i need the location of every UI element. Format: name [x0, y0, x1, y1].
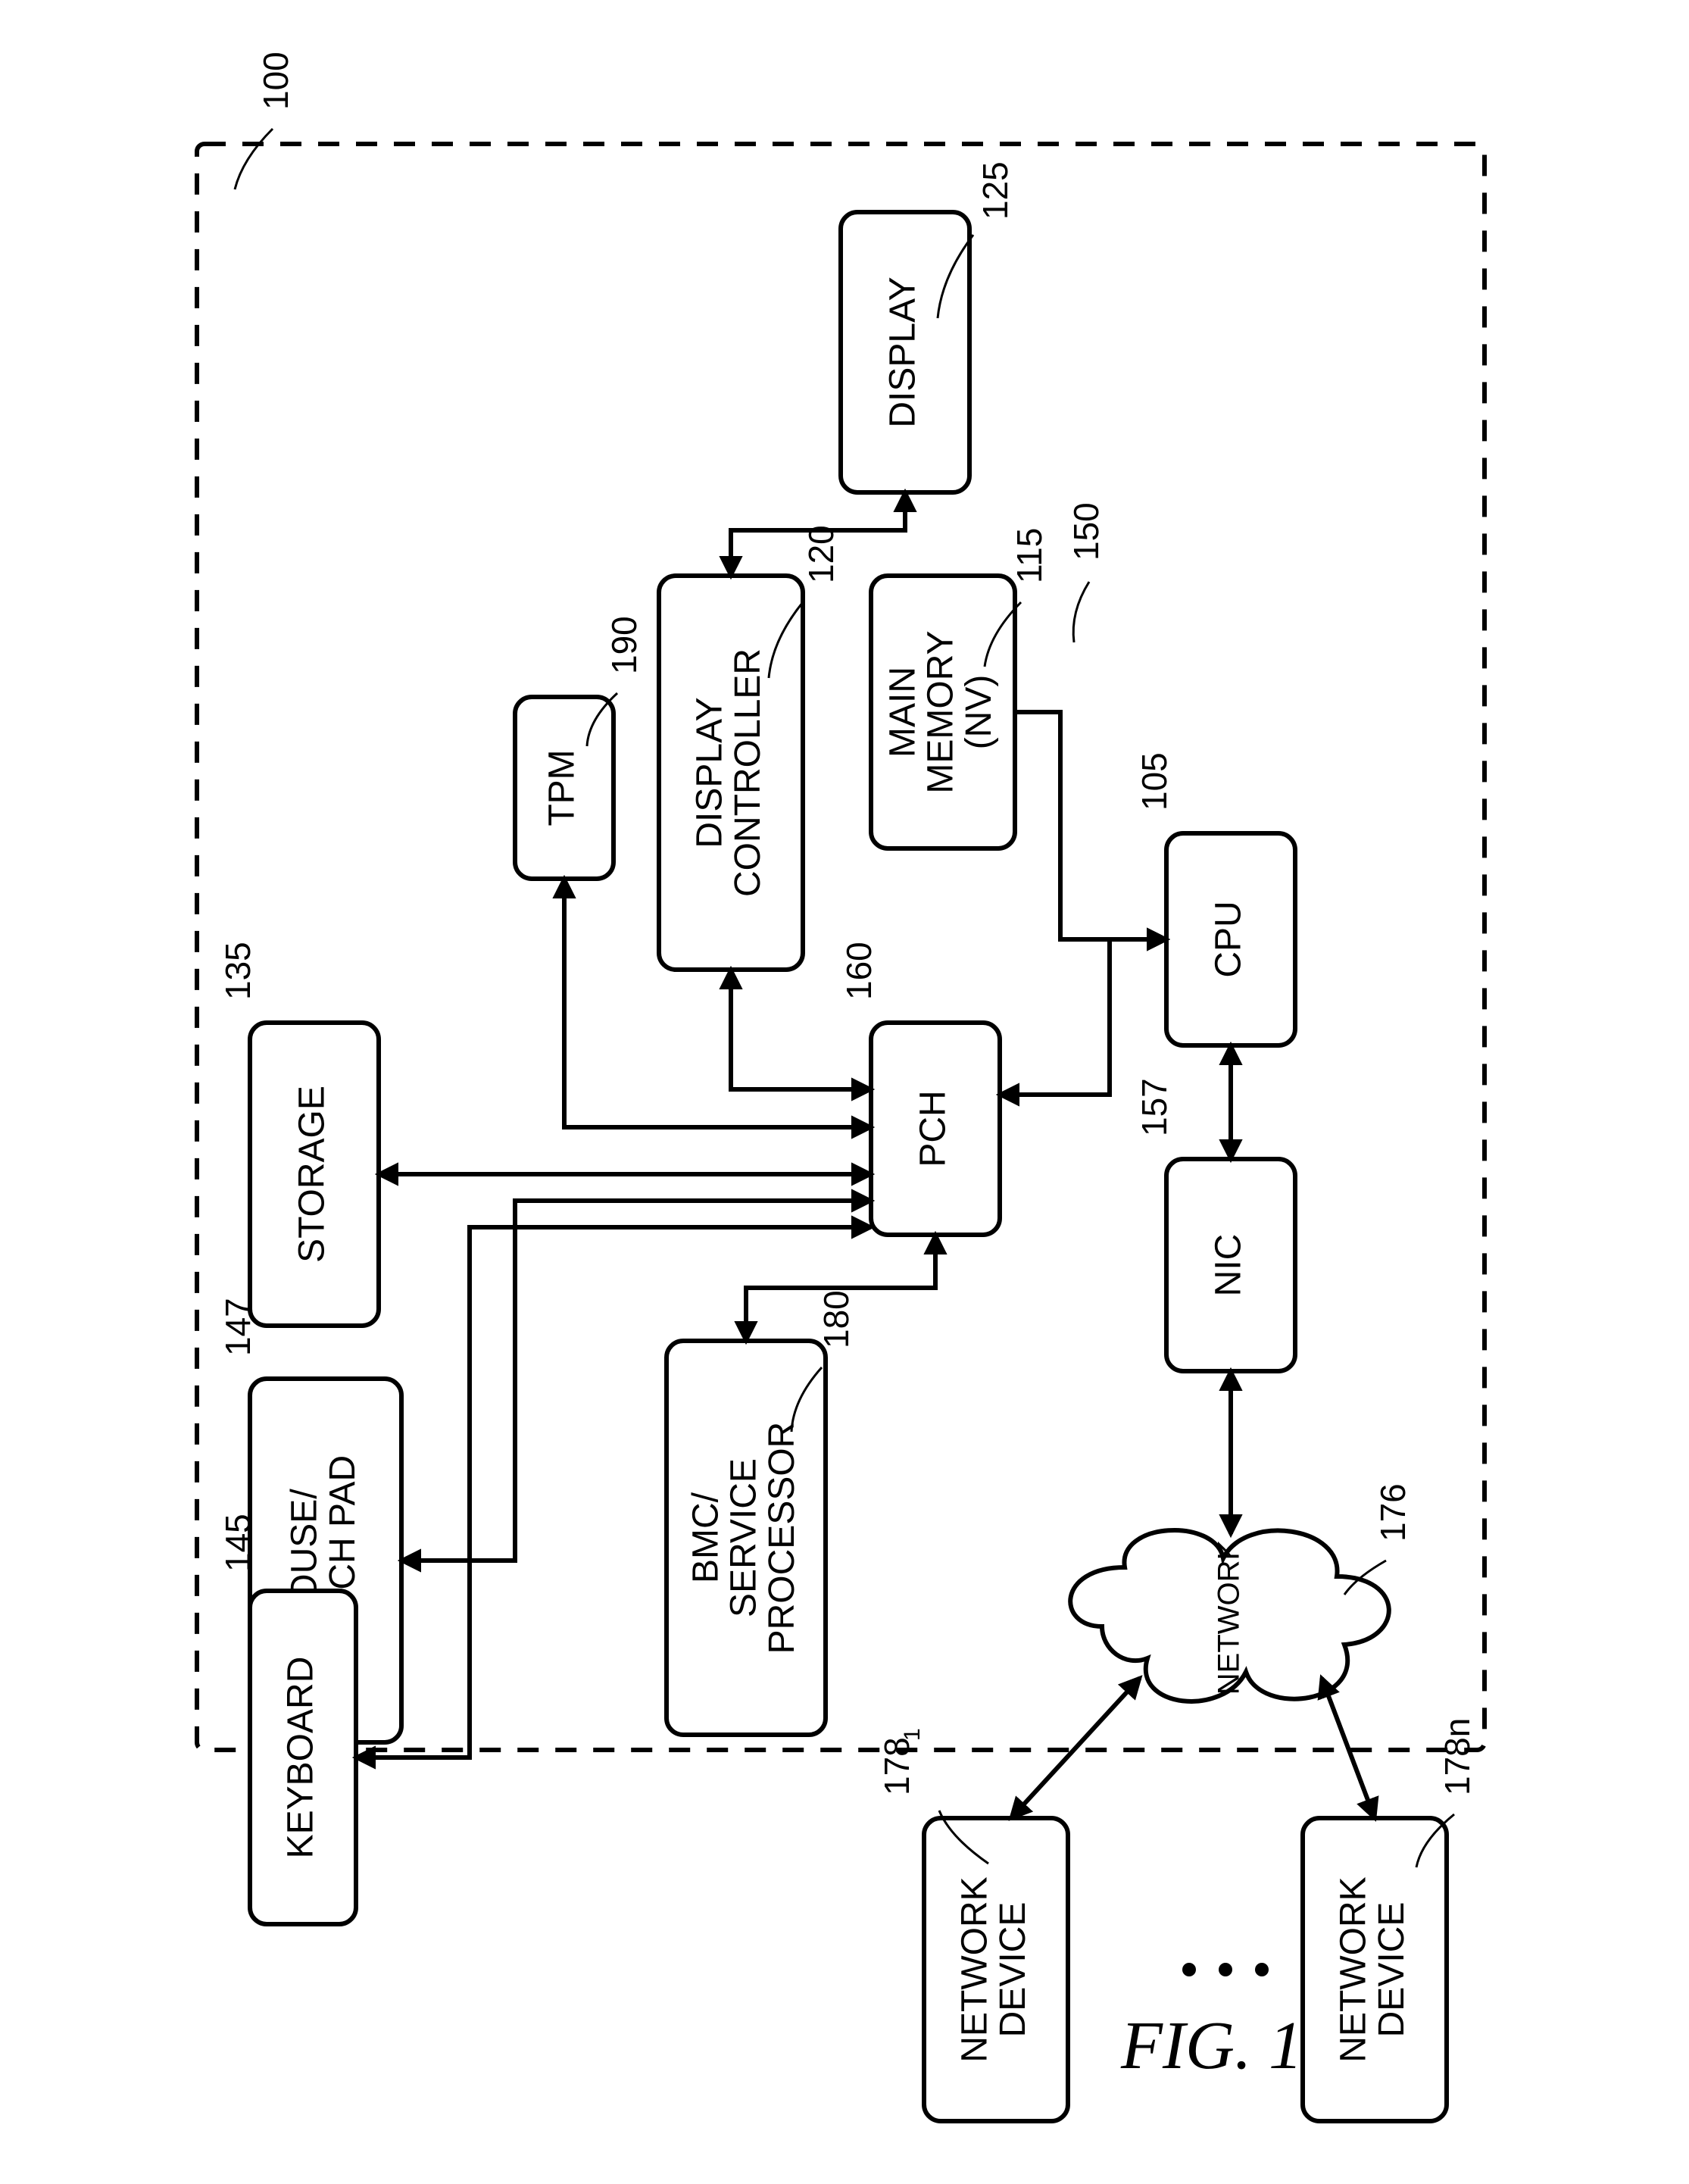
node-bmc-label-1: SERVICE — [724, 1458, 764, 1617]
node-pch-label-0: PCH — [913, 1090, 954, 1167]
ref-mainmem: 115 — [1010, 528, 1049, 583]
node-mainmem-label-1: MEMORY — [921, 630, 961, 793]
node-storage: STORAGE 135 — [218, 942, 379, 1326]
edge-cpu-pch — [1000, 939, 1166, 1095]
ref-bmc: 180 — [816, 1290, 856, 1348]
node-mainmem-label-2: (NV) — [959, 675, 999, 750]
svg-text:150: 150 — [1066, 502, 1106, 561]
node-netdev1-label-1: DEVICE — [993, 1902, 1033, 2038]
node-dispctrl-label-1: CONTROLLER — [728, 648, 768, 897]
node-netdevn: NETWORKDEVICE 178n — [1303, 1718, 1477, 2121]
node-bmc-label-0: BMC/ — [685, 1492, 726, 1583]
cloud-network: NETWORK 176 — [1070, 1483, 1413, 1701]
ref-mouse: 147 — [218, 1298, 258, 1356]
node-dispctrl-label-0: DISPLAY — [689, 697, 729, 848]
node-cpu-label-0: CPU — [1209, 901, 1249, 977]
node-tpm-label-0: TPM — [542, 749, 582, 826]
node-tpm: TPM 190 — [515, 616, 644, 879]
ref-150: 150 — [1066, 502, 1106, 642]
node-netdevn-label-1: DEVICE — [1372, 1902, 1412, 2038]
node-netdev1-label-0: NETWORK — [954, 1876, 994, 2062]
ref-pch: 160 — [839, 942, 879, 1000]
svg-text:100: 100 — [256, 52, 295, 110]
node-nic-label-0: NIC — [1209, 1234, 1249, 1297]
ref-netdev1: 178 — [877, 1737, 916, 1795]
node-netdevn-label-0: NETWORK — [1333, 1876, 1373, 2062]
node-display: DISPLAY 125 — [841, 161, 1015, 492]
node-nic: NIC 157 — [1135, 1078, 1295, 1371]
node-dispctrl: DISPLAYCONTROLLER 120 — [659, 525, 841, 970]
node-keyboard-label-0: KEYBOARD — [281, 1657, 321, 1859]
ref-dispctrl: 120 — [801, 525, 841, 583]
node-mainmem-label-0: MAIN — [882, 667, 923, 758]
ref-100: 100 — [235, 52, 295, 189]
figure-label: FIG. 1 — [1120, 2008, 1303, 2083]
ref-netdev1-sub: 1 — [900, 1728, 925, 1741]
node-storage-label-0: STORAGE — [292, 1086, 332, 1263]
node-mainmem: MAINMEMORY(NV) 115 — [871, 528, 1049, 848]
node-cpu: CPU 105 — [1135, 752, 1295, 1045]
node-bmc-label-2: PROCESSOR — [762, 1422, 802, 1654]
ref-tpm: 190 — [604, 616, 644, 674]
ref-netdevn: 178n — [1438, 1718, 1477, 1795]
cloud-label: NETWORK — [1213, 1539, 1246, 1695]
ref-storage: 135 — [218, 942, 258, 1000]
ref-nic: 157 — [1135, 1078, 1174, 1136]
node-display-label-0: DISPLAY — [883, 277, 923, 427]
ref-keyboard: 145 — [218, 1514, 258, 1572]
ref-cpu: 105 — [1135, 752, 1174, 811]
ellipsis-dot-0 — [1182, 1963, 1196, 1976]
ellipsis-dot-1 — [1219, 1963, 1232, 1976]
ref-display: 125 — [976, 161, 1015, 220]
edge-mem-cpu — [1015, 712, 1166, 939]
ellipsis-dot-2 — [1255, 1963, 1269, 1976]
ref-cloud: 176 — [1373, 1483, 1413, 1542]
node-bmc: BMC/SERVICEPROCESSOR 180 — [667, 1290, 856, 1735]
